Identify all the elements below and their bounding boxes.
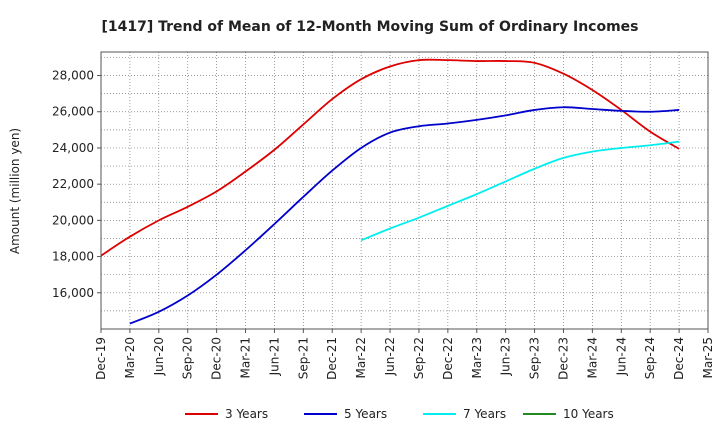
chart-title: [1417] Trend of Mean of 12-Month Moving … — [101, 19, 638, 35]
y-axis-label: Amount (million yen) — [8, 128, 22, 254]
x-tick-label: Sep-21 — [296, 337, 310, 379]
x-tick-label: Mar-22 — [354, 337, 368, 378]
x-tick-label: Jun-20 — [152, 337, 166, 376]
y-tick-label: 18,000 — [52, 250, 94, 264]
y-tick-label: 28,000 — [52, 69, 94, 83]
x-tick-label: Sep-22 — [412, 337, 426, 379]
x-tick-label: Dec-23 — [556, 337, 570, 380]
x-tick-label: Jun-23 — [499, 337, 513, 376]
x-tick-label: Sep-23 — [528, 337, 542, 379]
grid-lines — [101, 52, 708, 329]
y-tick-label: 20,000 — [52, 213, 94, 227]
legend-label: 7 Years — [463, 407, 506, 421]
x-tick-label: Mar-24 — [585, 337, 599, 378]
legend-label: 3 Years — [225, 407, 268, 421]
legend-label: 5 Years — [344, 407, 387, 421]
series-line-7-years — [360, 140, 680, 242]
plot-area-border — [100, 51, 709, 330]
x-tick-label: Jun-21 — [267, 337, 281, 376]
series-lines — [100, 58, 680, 325]
y-axis-ticks: 16,000 18,000 20,000 22,000 24,000 26,000 28,0… — [52, 69, 101, 300]
legend: 3 Years 5 Years 7 Years 10 Years — [185, 407, 614, 421]
x-axis-ticks: Dec-19 Mar-20 Jun-20 Sep-20 Dec-20 Mar-21 Jun-… — [94, 329, 715, 380]
x-tick-label: Jun-24 — [614, 337, 628, 376]
y-tick-label: 22,000 — [52, 177, 94, 191]
y-tick-label: 26,000 — [52, 105, 94, 119]
x-tick-label: Mar-20 — [123, 337, 137, 378]
legend-label: 10 Years — [563, 407, 614, 421]
x-tick-label: Dec-20 — [210, 337, 224, 380]
x-tick-label: Mar-23 — [470, 337, 484, 378]
x-tick-label: Sep-20 — [181, 337, 195, 379]
x-tick-label: Dec-21 — [325, 337, 339, 380]
y-tick-label: 24,000 — [52, 141, 94, 155]
x-tick-label: Dec-22 — [441, 337, 455, 380]
y-tick-label: 16,000 — [52, 286, 94, 300]
x-tick-label: Sep-24 — [643, 337, 657, 379]
series-line-5-years — [129, 106, 680, 325]
x-tick-label: Mar-25 — [701, 337, 715, 378]
x-tick-label: Dec-24 — [672, 337, 686, 380]
x-tick-label: Jun-22 — [383, 337, 397, 376]
series-line-3-years — [100, 58, 680, 257]
x-tick-label: Dec-19 — [94, 337, 108, 380]
x-tick-label: Mar-21 — [239, 337, 253, 378]
